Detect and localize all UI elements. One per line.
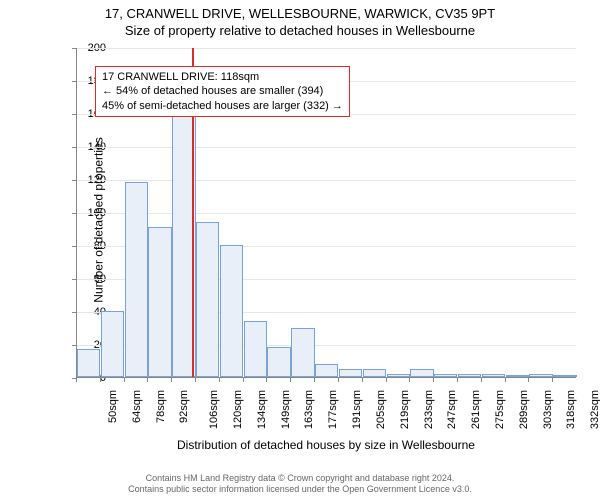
x-tick-mark: [171, 378, 172, 382]
histogram-bar: [410, 369, 433, 377]
x-tick-mark: [362, 378, 363, 382]
x-tick-label: 261sqm: [470, 390, 482, 429]
x-tick-label: 163sqm: [304, 390, 316, 429]
x-tick-label: 106sqm: [208, 390, 220, 429]
histogram-bar: [220, 245, 243, 377]
x-tick-mark: [481, 378, 482, 382]
annotation-line-1: 17 CRANWELL DRIVE: 118sqm: [102, 70, 343, 84]
x-tick-mark: [243, 378, 244, 382]
footer: Contains HM Land Registry data © Crown c…: [0, 473, 600, 496]
x-tick-label: 275sqm: [494, 390, 506, 429]
histogram-bar: [553, 375, 576, 377]
x-tick-mark: [290, 378, 291, 382]
histogram-bar: [77, 349, 100, 377]
x-tick-mark: [147, 378, 148, 382]
x-tick-mark: [314, 378, 315, 382]
x-tick-label: 191sqm: [351, 390, 363, 429]
histogram-bar: [339, 369, 362, 377]
histogram-bar: [434, 374, 457, 377]
annotation-line-3: 45% of semi-detached houses are larger (…: [102, 99, 343, 113]
x-tick-label: 78sqm: [155, 390, 167, 423]
x-tick-label: 134sqm: [256, 390, 268, 429]
plot-area: 17 CRANWELL DRIVE: 118sqm ← 54% of detac…: [76, 48, 576, 378]
x-tick-mark: [338, 378, 339, 382]
x-tick-label: 219sqm: [399, 390, 411, 429]
x-tick-label: 177sqm: [327, 390, 339, 429]
histogram-bar: [387, 374, 410, 377]
annotation-line-2: ← 54% of detached houses are smaller (39…: [102, 84, 343, 98]
histogram-bar: [148, 227, 171, 377]
x-tick-label: 50sqm: [107, 390, 119, 423]
x-tick-mark: [457, 378, 458, 382]
x-tick-mark: [195, 378, 196, 382]
chart-container: Number of detached properties 0204060801…: [46, 48, 580, 418]
x-tick-mark: [552, 378, 553, 382]
histogram-bar: [244, 321, 267, 377]
histogram-bar: [506, 375, 529, 377]
x-tick-mark: [124, 378, 125, 382]
x-tick-mark: [433, 378, 434, 382]
chart-title-block: 17, CRANWELL DRIVE, WELLESBOURNE, WARWIC…: [0, 0, 600, 38]
x-tick-label: 120sqm: [232, 390, 244, 429]
histogram-bar: [458, 374, 481, 377]
histogram-bar: [125, 182, 148, 377]
x-tick-mark: [505, 378, 506, 382]
x-tick-label: 233sqm: [423, 390, 435, 429]
x-tick-mark: [386, 378, 387, 382]
footer-line-2: Contains public sector information licen…: [0, 484, 600, 496]
footer-line-1: Contains HM Land Registry data © Crown c…: [0, 473, 600, 485]
chart-title-address: 17, CRANWELL DRIVE, WELLESBOURNE, WARWIC…: [0, 6, 600, 21]
x-tick-mark: [528, 378, 529, 382]
histogram-bar: [196, 222, 219, 377]
histogram-bar: [315, 364, 338, 377]
histogram-bar: [267, 347, 290, 377]
histogram-bar: [363, 369, 386, 377]
x-tick-label: 92sqm: [178, 390, 190, 423]
histogram-bar: [291, 328, 314, 378]
x-tick-mark: [100, 378, 101, 382]
x-tick-mark: [76, 378, 77, 382]
x-axis-label: Distribution of detached houses by size …: [46, 438, 600, 452]
annotation-box: 17 CRANWELL DRIVE: 118sqm ← 54% of detac…: [95, 66, 350, 117]
histogram-bar: [482, 374, 505, 377]
x-tick-label: 289sqm: [518, 390, 530, 429]
histogram-bar: [529, 374, 552, 377]
x-tick-label: 64sqm: [131, 390, 143, 423]
x-tick-label: 303sqm: [542, 390, 554, 429]
x-tick-label: 205sqm: [375, 390, 387, 429]
x-tick-mark: [219, 378, 220, 382]
x-tick-label: 149sqm: [280, 390, 292, 429]
chart-title-subtitle: Size of property relative to detached ho…: [0, 23, 600, 38]
histogram-bar: [101, 311, 124, 377]
x-tick-label: 332sqm: [589, 390, 600, 429]
x-tick-mark: [266, 378, 267, 382]
x-tick-mark: [409, 378, 410, 382]
x-tick-label: 318sqm: [566, 390, 578, 429]
x-tick-label: 247sqm: [446, 390, 458, 429]
